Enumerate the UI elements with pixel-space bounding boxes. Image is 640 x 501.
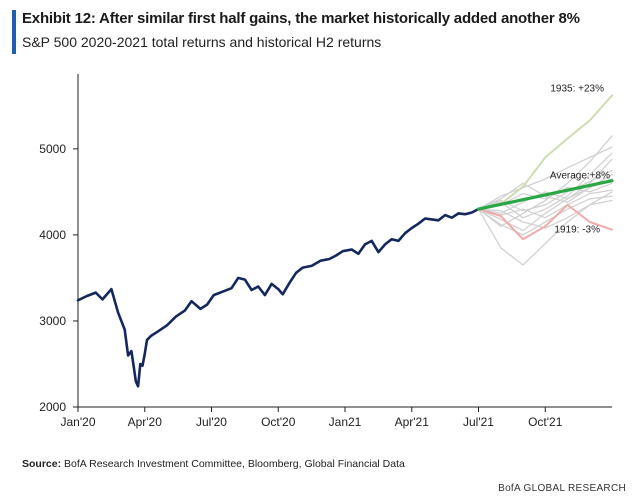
chart-title: Exhibit 12: After similar first half gai…: [22, 10, 580, 27]
chart-subtitle: S&P 500 2020-2021 total returns and hist…: [22, 34, 382, 50]
x-tick-label: Jul'21: [463, 415, 494, 429]
source-label: Source:: [22, 458, 62, 470]
source-text: BofA Research Investment Committee, Bloo…: [61, 458, 405, 470]
historical-h2-line: [477, 169, 613, 212]
x-tick-label: Apr'21: [395, 415, 430, 429]
line-1919: [477, 203, 613, 241]
source-note: Source: BofA Research Investment Committ…: [22, 458, 405, 470]
x-tick-label: Jan21: [329, 415, 362, 429]
label-1919: 1919: -3%: [554, 225, 600, 236]
average-line: [476, 179, 614, 211]
historical-h2-line: [477, 158, 613, 215]
historical-h2-line: [477, 195, 613, 236]
title-accent-bar: [12, 10, 16, 54]
x-tick-label: Apr'20: [128, 415, 163, 429]
brand-footer: BofA GLOBAL RESEARCH: [498, 483, 626, 494]
y-tick-label: 2000: [39, 400, 66, 414]
historical-h2-line: [477, 199, 613, 229]
y-tick-label: 4000: [39, 228, 66, 242]
historical-h2-line: [477, 146, 613, 210]
label-1935: 1935: +23%: [550, 83, 604, 94]
sp500-line: [76, 207, 480, 388]
x-tick-label: Jul'20: [196, 415, 227, 429]
sp500-chart: 2000 3000 4000 5000 Jan'20 Apr'20 Jul'20 Oct'20…: [39, 74, 614, 429]
y-tick-label: 3000: [39, 314, 66, 328]
y-tick-label: 5000: [39, 142, 66, 156]
x-tick-label: Jan'20: [61, 415, 96, 429]
historical-h2-line: [477, 152, 613, 219]
historical-h2-line: [477, 135, 613, 227]
x-tick-label: Oct'21: [528, 415, 563, 429]
label-average: Average:+8%: [550, 171, 610, 182]
x-tick-label: Oct'20: [261, 415, 296, 429]
